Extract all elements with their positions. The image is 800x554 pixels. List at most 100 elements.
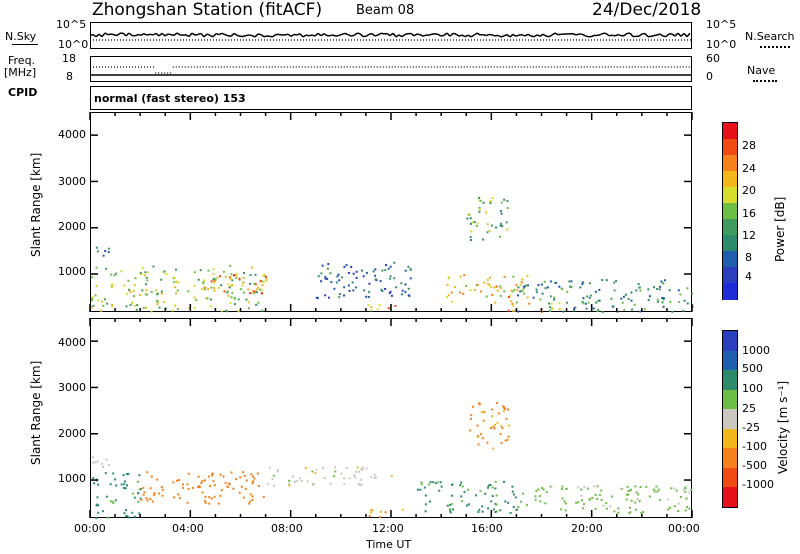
- power-cell: [324, 277, 327, 280]
- velocity-cell: [434, 482, 437, 485]
- velocity-cell: [507, 408, 510, 411]
- nsky-trace: [422, 34, 427, 37]
- power-cell: [204, 286, 207, 289]
- power-cell: [365, 295, 368, 298]
- power-cell: [347, 284, 350, 287]
- power-cell: [507, 296, 510, 299]
- power-cell: [360, 269, 363, 272]
- velocity-cell: [288, 484, 291, 487]
- velocity-cell: [429, 481, 432, 484]
- power-cell: [376, 308, 379, 311]
- power-cell: [145, 276, 148, 279]
- power-cell: [526, 275, 529, 278]
- power-cbar-tick-28: 28: [742, 139, 756, 152]
- power-cell: [476, 283, 479, 286]
- velocity-cell: [504, 439, 507, 442]
- power-cell: [347, 272, 350, 275]
- power-cell: [145, 289, 148, 292]
- velocity-cell: [191, 486, 194, 489]
- power-cell: [216, 276, 219, 279]
- velocity-cell: [127, 472, 130, 475]
- power-cell: [174, 286, 177, 289]
- velocity-cell: [187, 487, 190, 490]
- velocity-cell: [420, 481, 423, 484]
- nave-tick-bottom: 0: [706, 70, 713, 83]
- power-cell: [447, 277, 450, 280]
- power-cell: [381, 289, 384, 292]
- power-cell: [540, 283, 543, 286]
- power-cell: [326, 267, 329, 270]
- power-cell: [260, 279, 263, 282]
- power-cell: [686, 287, 689, 290]
- velocity-cell: [634, 501, 637, 504]
- velocity-cell: [586, 487, 589, 490]
- velocity-cell: [181, 483, 184, 486]
- power-cell: [471, 221, 474, 224]
- power-cell: [450, 291, 453, 294]
- power-cell: [146, 271, 149, 274]
- velocity-cell: [420, 483, 423, 486]
- power-cell: [131, 301, 134, 304]
- velocity-cell: [640, 511, 643, 514]
- power-cell: [206, 297, 209, 300]
- velocity-cell: [251, 475, 254, 478]
- velocity-cell: [658, 498, 661, 501]
- velocity-cell: [343, 477, 346, 480]
- nsky-trace: [617, 33, 622, 37]
- velocity-cell: [514, 496, 517, 499]
- power-cell: [229, 264, 232, 267]
- nsky-trace: [371, 33, 376, 37]
- velocity-cell: [583, 503, 586, 506]
- power-cell: [92, 304, 95, 307]
- power-cell: [355, 286, 358, 289]
- velocity-cell: [684, 486, 687, 489]
- velocity-ytick-2000: 2000: [58, 427, 86, 440]
- power-cell: [510, 289, 513, 292]
- power-cell: [327, 296, 330, 299]
- power-cell: [506, 207, 509, 210]
- power-cell: [519, 283, 522, 286]
- power-cell: [691, 305, 694, 308]
- velocity-cell: [684, 509, 687, 512]
- nsky-trace: [164, 33, 169, 37]
- velocity-cell: [92, 461, 95, 464]
- velocity-cell: [97, 483, 100, 486]
- velocity-cell: [598, 493, 601, 496]
- power-cell: [320, 280, 323, 283]
- power-cell: [516, 289, 519, 292]
- velocity-cell: [511, 490, 514, 493]
- nsky-trace: [236, 34, 241, 37]
- velocity-cell: [228, 483, 231, 486]
- velocity-cell: [172, 481, 175, 484]
- power-cell: [247, 301, 250, 304]
- velocity-cell: [242, 471, 245, 474]
- power-cell: [573, 309, 576, 312]
- nsky-trace: [404, 33, 409, 36]
- power-cell: [230, 284, 233, 287]
- power-cbar-tick-24: 24: [742, 162, 756, 175]
- power-cell: [329, 272, 332, 275]
- power-cell: [568, 280, 571, 283]
- velocity-cell: [617, 507, 620, 510]
- velocity-cell: [481, 510, 484, 513]
- power-cell: [661, 301, 664, 304]
- velocity-cell: [143, 491, 146, 494]
- nsky-trace: [551, 32, 556, 36]
- velocity-cell: [505, 417, 508, 420]
- nsky-trace: [344, 32, 349, 36]
- velocity-cell: [114, 478, 117, 481]
- power-cell: [195, 299, 198, 302]
- power-cell: [469, 236, 472, 239]
- power-cell: [91, 276, 94, 279]
- velocity-cell: [178, 497, 181, 500]
- velocity-cell: [637, 493, 640, 496]
- nsky-trace: [521, 34, 526, 37]
- velocity-cell: [355, 470, 358, 473]
- velocity-cell: [149, 487, 152, 490]
- nsky-trace: [575, 33, 580, 36]
- velocity-cell: [120, 483, 123, 486]
- nsky-trace: [347, 33, 352, 37]
- nsky-trace: [266, 35, 271, 38]
- power-cell: [458, 291, 461, 294]
- power-cell: [658, 288, 661, 291]
